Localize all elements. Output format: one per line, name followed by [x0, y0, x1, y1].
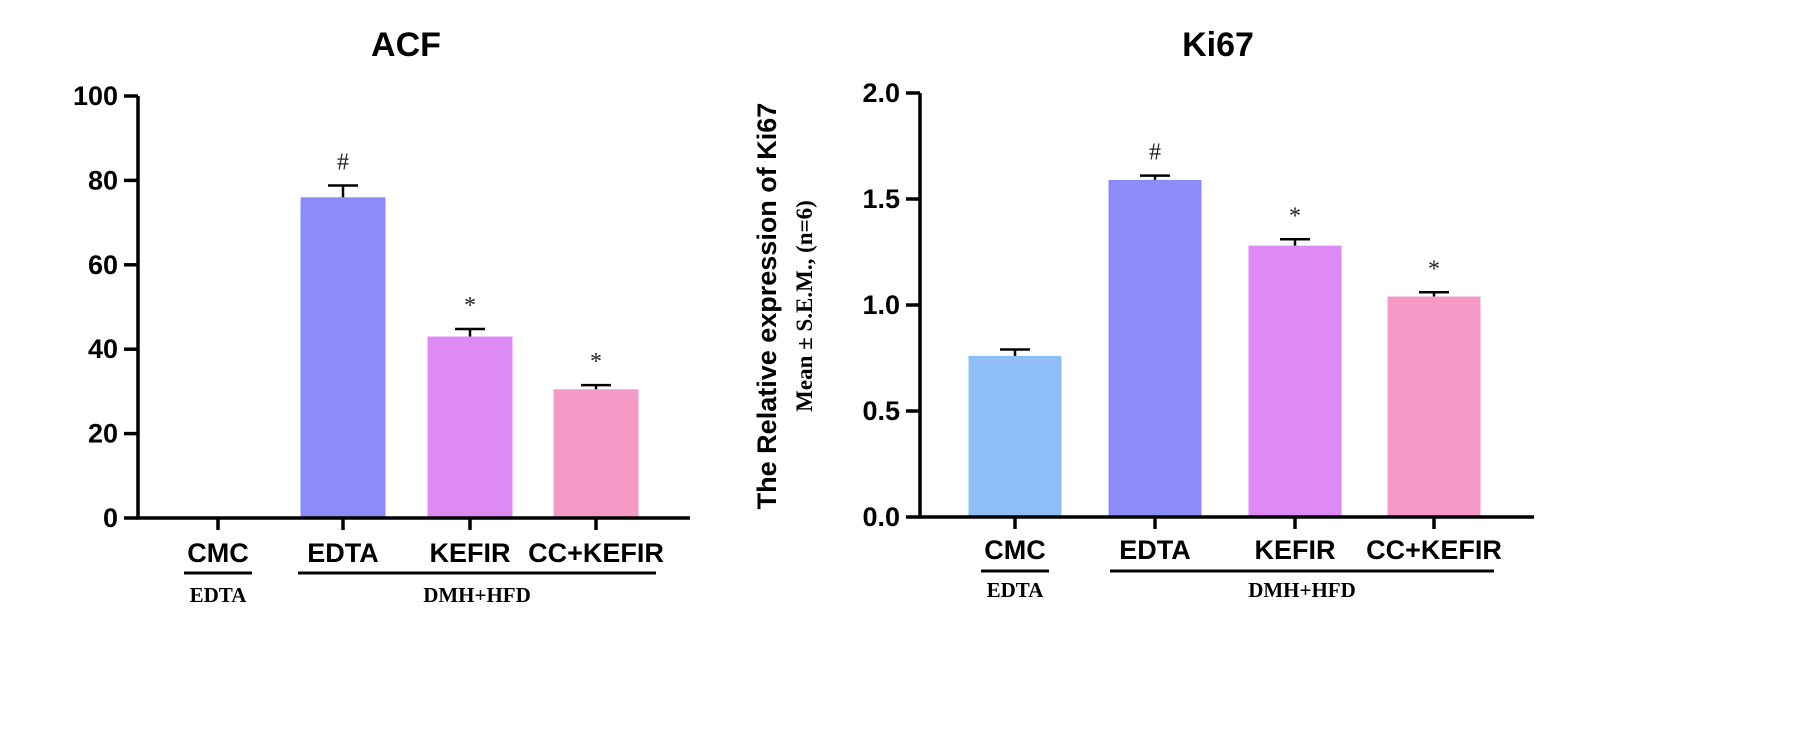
y-axis-label: The Relative expression of Ki67 [752, 103, 782, 510]
error-bar-edta [328, 184, 358, 198]
group-label: EDTA [987, 578, 1045, 602]
significance-marker: * [1289, 203, 1301, 229]
x-tick-label: CC+KEFIR [1366, 535, 1502, 565]
chart-title: Ki67 [1182, 26, 1254, 64]
x-tick-label: KEFIR [1255, 535, 1336, 565]
bar-kefir [1248, 245, 1342, 517]
x-tick-label: EDTA [1119, 535, 1191, 565]
error-bar-cmc [1000, 348, 1030, 356]
significance-marker: * [1428, 256, 1440, 282]
error-bar-kefir [1280, 238, 1310, 246]
bar-kefir [427, 336, 513, 518]
group-label: DMH+HFD [423, 583, 531, 607]
error-bar-edta [1140, 174, 1170, 180]
y-tick-label: 100 [73, 81, 118, 111]
y-tick-label: 1.5 [862, 184, 900, 214]
group-label: EDTA [190, 583, 248, 607]
y-tick-label: 0.5 [862, 396, 900, 426]
group-label: DMH+HFD [1248, 578, 1356, 602]
y-tick-label: 1.0 [862, 290, 900, 320]
bar-edta [300, 197, 386, 518]
y-tick-label: 20 [88, 419, 118, 449]
x-tick-label: EDTA [307, 538, 379, 568]
y-tick-label: 60 [88, 250, 118, 280]
acf-chart-panel: ACF CMC # EDTA * KEFIR * CC+KEFIR 0 20 40 60 80 100 ED… [73, 26, 690, 607]
significance-marker: * [464, 293, 476, 319]
y-axis-sublabel: Mean ± S.E.M., (n=6) [792, 200, 817, 412]
significance-marker: * [590, 349, 602, 375]
significance-marker: # [337, 149, 349, 175]
y-tick-label: 0.0 [862, 502, 900, 532]
bar-cmc [968, 355, 1062, 517]
x-tick-label: CMC [984, 535, 1046, 565]
ki67-chart-panel: Ki67 The Relative expression of Ki67 Mean … [752, 26, 1534, 602]
y-tick-label: 40 [88, 334, 118, 364]
significance-marker: # [1149, 140, 1161, 166]
chart-title: ACF [371, 26, 441, 64]
bar-cc-kefir [553, 389, 639, 518]
x-tick-label: CC+KEFIR [528, 538, 664, 568]
x-tick-label: CMC [187, 538, 249, 568]
error-bar-cc-kefir [1419, 291, 1449, 297]
y-tick-label: 80 [88, 165, 118, 195]
bar-cc-kefir [1387, 296, 1481, 517]
error-bar-cc-kefir [581, 383, 611, 390]
y-tick-label: 2.0 [862, 78, 900, 108]
y-tick-label: 0 [103, 503, 118, 533]
x-tick-label: KEFIR [430, 538, 511, 568]
error-bar-kefir [455, 327, 485, 337]
bar-edta [1108, 179, 1202, 518]
